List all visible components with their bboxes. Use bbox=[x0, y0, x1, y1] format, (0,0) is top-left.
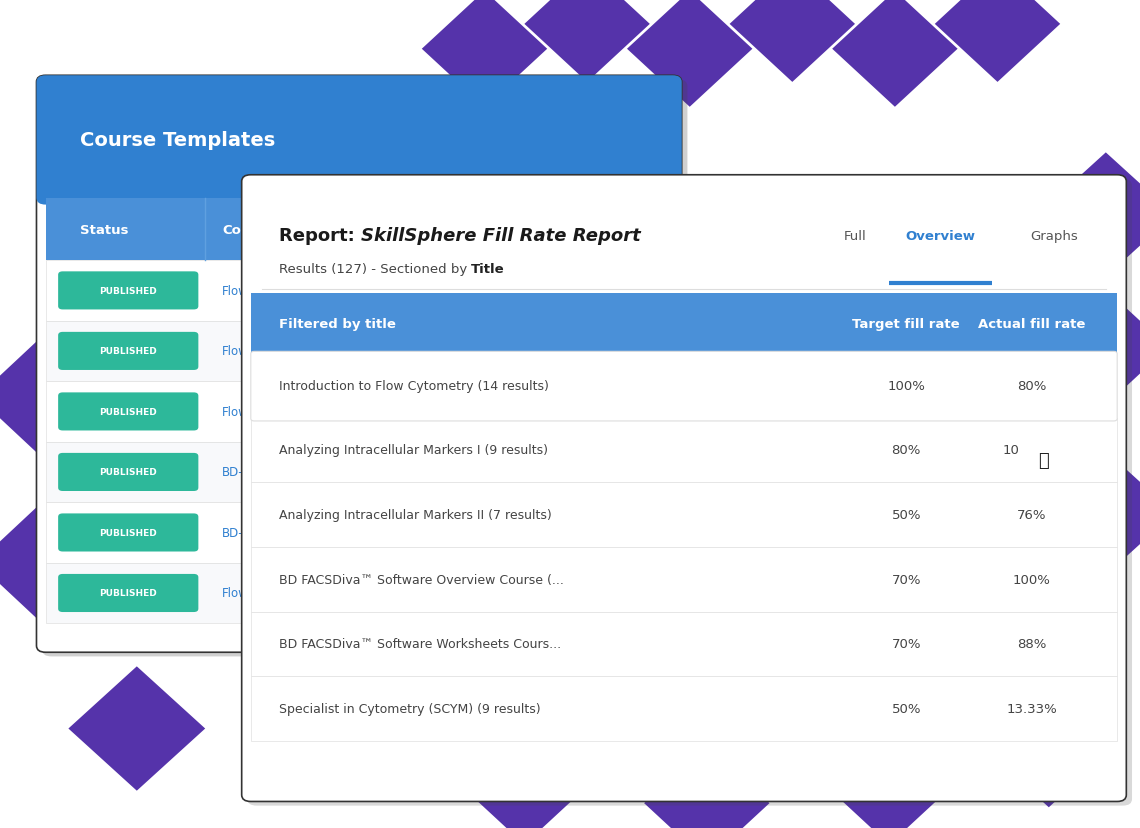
Bar bbox=[251, 547, 1117, 612]
Text: FlowC-201: FlowC-201 bbox=[222, 345, 284, 358]
FancyBboxPatch shape bbox=[58, 333, 198, 370]
Polygon shape bbox=[0, 323, 137, 472]
Text: BD-FA: BD-FA bbox=[222, 466, 258, 479]
Bar bbox=[46, 503, 673, 563]
Bar bbox=[46, 563, 673, 623]
Text: Code: Code bbox=[222, 224, 260, 236]
FancyBboxPatch shape bbox=[58, 272, 198, 310]
FancyBboxPatch shape bbox=[247, 180, 1132, 806]
FancyBboxPatch shape bbox=[58, 454, 198, 491]
Polygon shape bbox=[524, 0, 650, 83]
Bar bbox=[46, 442, 673, 503]
FancyBboxPatch shape bbox=[58, 514, 198, 551]
Text: 13.33%: 13.33% bbox=[1007, 702, 1057, 715]
Polygon shape bbox=[0, 489, 137, 638]
Text: Actual fill rate: Actual fill rate bbox=[978, 317, 1085, 330]
Text: PUBLISHED: PUBLISHED bbox=[99, 528, 157, 537]
Polygon shape bbox=[1043, 290, 1140, 406]
Text: Graphs: Graphs bbox=[1031, 229, 1078, 243]
Bar bbox=[251, 294, 1117, 354]
Text: 50%: 50% bbox=[891, 702, 921, 715]
Text: Analyzing Intracellular Markers I (9 results): Analyzing Intracellular Markers I (9 res… bbox=[279, 444, 548, 457]
Bar bbox=[251, 418, 1117, 483]
Text: FlowC-101: FlowC-101 bbox=[222, 285, 284, 297]
Text: 👆: 👆 bbox=[1037, 451, 1049, 469]
Text: Title: Title bbox=[376, 224, 409, 236]
Bar bbox=[46, 382, 673, 442]
FancyBboxPatch shape bbox=[58, 393, 198, 431]
Bar bbox=[46, 199, 673, 261]
Polygon shape bbox=[826, 729, 952, 828]
Text: 10: 10 bbox=[1003, 444, 1019, 457]
Text: 50%: 50% bbox=[891, 508, 921, 522]
Polygon shape bbox=[644, 745, 770, 828]
Polygon shape bbox=[1037, 153, 1140, 277]
Text: Title: Title bbox=[471, 262, 504, 276]
Text: SkillSphere Fill Rate Report: SkillSphere Fill Rate Report bbox=[361, 227, 641, 245]
FancyBboxPatch shape bbox=[251, 352, 1117, 421]
Polygon shape bbox=[462, 729, 587, 828]
Text: FlowC: FlowC bbox=[222, 406, 258, 418]
Text: PUBLISHED: PUBLISHED bbox=[99, 286, 157, 296]
Polygon shape bbox=[980, 683, 1117, 807]
Text: Results (127) - Sectioned by: Results (127) - Sectioned by bbox=[279, 262, 472, 276]
Text: PUBLISHED: PUBLISHED bbox=[99, 589, 157, 598]
Text: Introduction to Flow Cytometry: Introduction to Flow Cytometry bbox=[376, 285, 561, 297]
Bar bbox=[251, 483, 1117, 547]
Bar bbox=[251, 612, 1117, 676]
Text: BD FACSDiva™ Software Overview Course (...: BD FACSDiva™ Software Overview Course (.… bbox=[279, 573, 564, 586]
Text: 100%: 100% bbox=[1012, 573, 1051, 586]
FancyBboxPatch shape bbox=[36, 76, 682, 205]
Polygon shape bbox=[1037, 451, 1140, 575]
Text: 100%: 100% bbox=[887, 379, 926, 392]
FancyBboxPatch shape bbox=[36, 76, 682, 652]
FancyBboxPatch shape bbox=[42, 80, 687, 657]
Text: PUBLISHED: PUBLISHED bbox=[99, 347, 157, 356]
Text: 80%: 80% bbox=[1017, 379, 1047, 392]
Polygon shape bbox=[935, 0, 1060, 83]
Text: 70%: 70% bbox=[891, 573, 921, 586]
Text: 76%: 76% bbox=[1017, 508, 1047, 522]
Text: Introduction to Flow Cytometry (14 results): Introduction to Flow Cytometry (14 resul… bbox=[279, 379, 549, 392]
Text: Filtered by title: Filtered by title bbox=[279, 317, 397, 330]
Text: Target fill rate: Target fill rate bbox=[853, 317, 960, 330]
Polygon shape bbox=[730, 0, 855, 83]
Bar bbox=[46, 321, 673, 382]
Text: PUBLISHED: PUBLISHED bbox=[99, 468, 157, 477]
Text: ✎: ✎ bbox=[638, 284, 650, 298]
Text: Status: Status bbox=[80, 224, 129, 236]
Polygon shape bbox=[832, 0, 958, 108]
Text: Course Templates: Course Templates bbox=[80, 132, 275, 150]
Text: 80%: 80% bbox=[891, 444, 921, 457]
Text: Analyzing Intracellular Markers II (7 results): Analyzing Intracellular Markers II (7 re… bbox=[279, 508, 552, 522]
Bar bbox=[46, 261, 673, 321]
FancyBboxPatch shape bbox=[242, 176, 1126, 802]
Text: Full: Full bbox=[844, 229, 866, 243]
Text: FlowC: FlowC bbox=[222, 587, 258, 599]
Text: Report:: Report: bbox=[279, 227, 361, 245]
Text: 70%: 70% bbox=[891, 638, 921, 651]
FancyBboxPatch shape bbox=[252, 354, 1116, 425]
FancyBboxPatch shape bbox=[58, 575, 198, 612]
Polygon shape bbox=[627, 0, 752, 108]
Text: PUBLISHED: PUBLISHED bbox=[99, 407, 157, 416]
Polygon shape bbox=[422, 0, 547, 108]
Text: BD-FA: BD-FA bbox=[222, 527, 258, 539]
Text: Specialist in Cytometry (SCYM) (9 results): Specialist in Cytometry (SCYM) (9 result… bbox=[279, 702, 540, 715]
Bar bbox=[46, 147, 673, 199]
Text: Overview: Overview bbox=[905, 229, 976, 243]
Text: 88%: 88% bbox=[1017, 638, 1047, 651]
Text: Analyzing Intracellular Markers I: Analyzing Intracellular Markers I bbox=[376, 345, 568, 358]
Text: ✎: ✎ bbox=[638, 344, 650, 359]
Polygon shape bbox=[68, 667, 205, 791]
Bar bbox=[251, 676, 1117, 741]
Text: BD FACSDiva™ Software Worksheets Cours...: BD FACSDiva™ Software Worksheets Cours..… bbox=[279, 638, 561, 651]
